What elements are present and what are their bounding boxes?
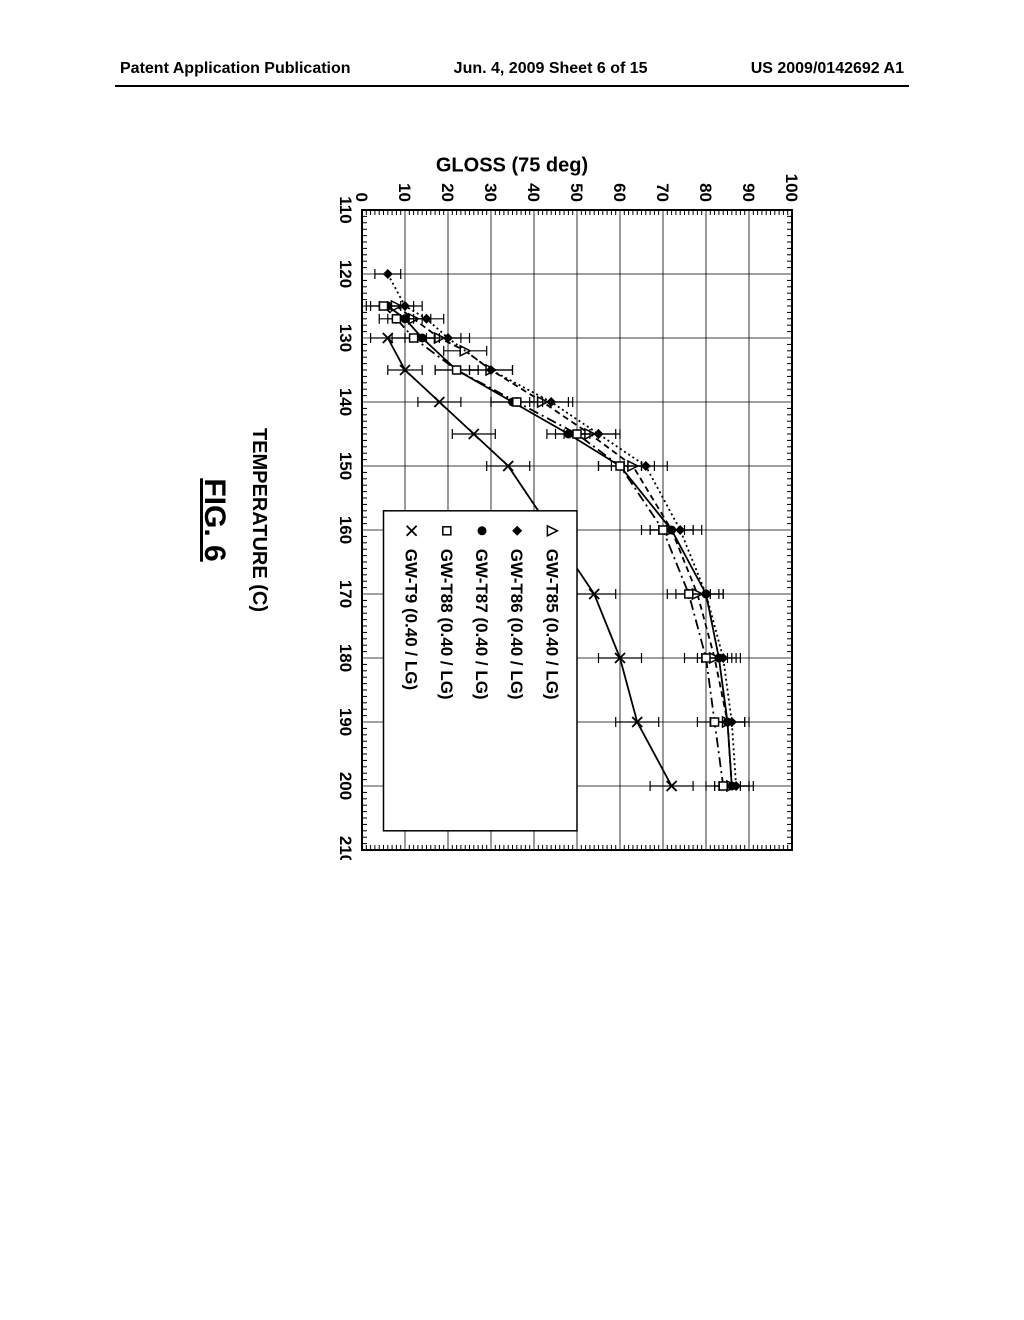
svg-text:GW-T9 (0.40 / LG): GW-T9 (0.40 / LG) <box>402 549 421 690</box>
svg-text:50: 50 <box>567 183 586 202</box>
svg-text:100: 100 <box>782 174 801 202</box>
header-center: Jun. 4, 2009 Sheet 6 of 15 <box>454 60 648 78</box>
svg-text:180: 180 <box>336 644 355 672</box>
svg-text:200: 200 <box>336 772 355 800</box>
svg-text:150: 150 <box>336 452 355 480</box>
svg-text:210: 210 <box>336 836 355 860</box>
svg-text:GW-T87 (0.40 / LG): GW-T87 (0.40 / LG) <box>472 549 491 700</box>
svg-text:GW-T86 (0.40 / LG): GW-T86 (0.40 / LG) <box>507 549 526 700</box>
svg-text:GW-T85 (0.40 / LG): GW-T85 (0.40 / LG) <box>542 549 561 700</box>
svg-text:160: 160 <box>336 516 355 544</box>
page-header: Patent Application Publication Jun. 4, 2… <box>0 60 1024 78</box>
header-left: Patent Application Publication <box>120 60 351 78</box>
svg-text:30: 30 <box>481 183 500 202</box>
chart-svg: 1101201301401501601701801902002100102030… <box>322 160 802 860</box>
svg-text:70: 70 <box>653 183 672 202</box>
svg-text:40: 40 <box>524 183 543 202</box>
x-axis-label: TEMPERATURE (C) <box>247 428 270 612</box>
figure-container: GLOSS (75 deg) TEMPERATURE (C) FIG. 6 11… <box>192 80 832 960</box>
svg-text:90: 90 <box>739 183 758 202</box>
chart-frame: 1101201301401501601701801902002100102030… <box>322 160 802 860</box>
svg-text:60: 60 <box>610 183 629 202</box>
svg-text:120: 120 <box>336 260 355 288</box>
svg-text:20: 20 <box>438 183 457 202</box>
svg-text:130: 130 <box>336 324 355 352</box>
header-right: US 2009/0142692 A1 <box>751 60 904 78</box>
svg-text:0: 0 <box>352 193 371 202</box>
svg-text:10: 10 <box>395 183 414 202</box>
svg-text:190: 190 <box>336 708 355 736</box>
figure-caption: FIG. 6 <box>197 478 231 561</box>
svg-text:80: 80 <box>696 183 715 202</box>
svg-text:GW-T88 (0.40 / LG): GW-T88 (0.40 / LG) <box>437 549 456 700</box>
svg-text:140: 140 <box>336 388 355 416</box>
svg-text:170: 170 <box>336 580 355 608</box>
